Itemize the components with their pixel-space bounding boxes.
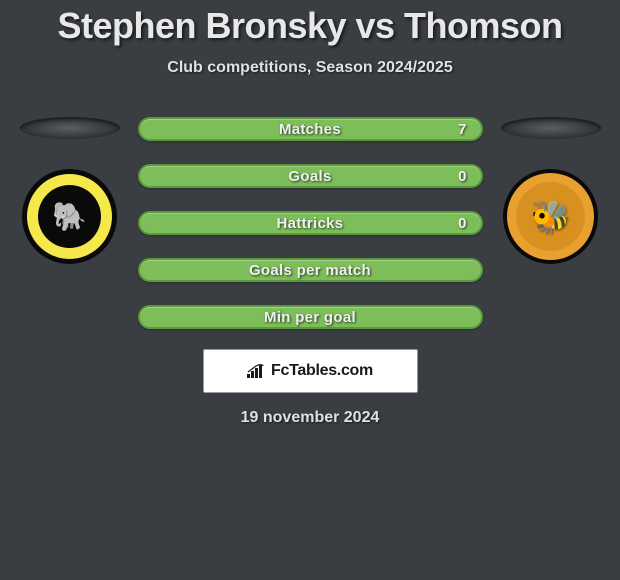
wasp-icon: 🐝 <box>516 182 586 252</box>
stat-value: 7 <box>458 121 466 138</box>
brand-text: FcTables.com <box>271 362 373 380</box>
stat-label: Goals per match <box>249 262 371 279</box>
stat-label: Matches <box>279 121 341 138</box>
chart-icon <box>247 364 265 378</box>
left-club-crest: 🐘 <box>22 169 117 264</box>
date-text: 19 november 2024 <box>241 409 380 427</box>
content-row: 🐘 Matches 7 Goals 0 Hattricks 0 Goals pe… <box>0 117 620 329</box>
stats-column: Matches 7 Goals 0 Hattricks 0 Goals per … <box>138 117 483 329</box>
left-player-column: 🐘 <box>20 117 120 264</box>
stat-bar-hattricks: Hattricks 0 <box>138 211 483 235</box>
right-club-crest: 🐝 <box>503 169 598 264</box>
stat-bar-matches: Matches 7 <box>138 117 483 141</box>
comparison-card: Stephen Bronsky vs Thomson Club competit… <box>0 0 620 427</box>
stat-bar-goals: Goals 0 <box>138 164 483 188</box>
subtitle: Club competitions, Season 2024/2025 <box>0 59 620 77</box>
stat-value: 0 <box>458 215 466 232</box>
stat-label: Min per goal <box>264 309 356 326</box>
brand-box[interactable]: FcTables.com <box>203 349 418 393</box>
elephant-icon: 🐘 <box>38 185 102 249</box>
right-player-column: 🐝 <box>501 117 601 264</box>
stat-value: 0 <box>458 168 466 185</box>
stat-bar-min-per-goal: Min per goal <box>138 305 483 329</box>
stat-bar-goals-per-match: Goals per match <box>138 258 483 282</box>
stat-label: Goals <box>288 168 331 185</box>
page-title: Stephen Bronsky vs Thomson <box>0 5 620 47</box>
left-player-slot <box>20 117 120 139</box>
footer: FcTables.com 19 november 2024 <box>0 349 620 427</box>
stat-label: Hattricks <box>277 215 344 232</box>
right-player-slot <box>501 117 601 139</box>
